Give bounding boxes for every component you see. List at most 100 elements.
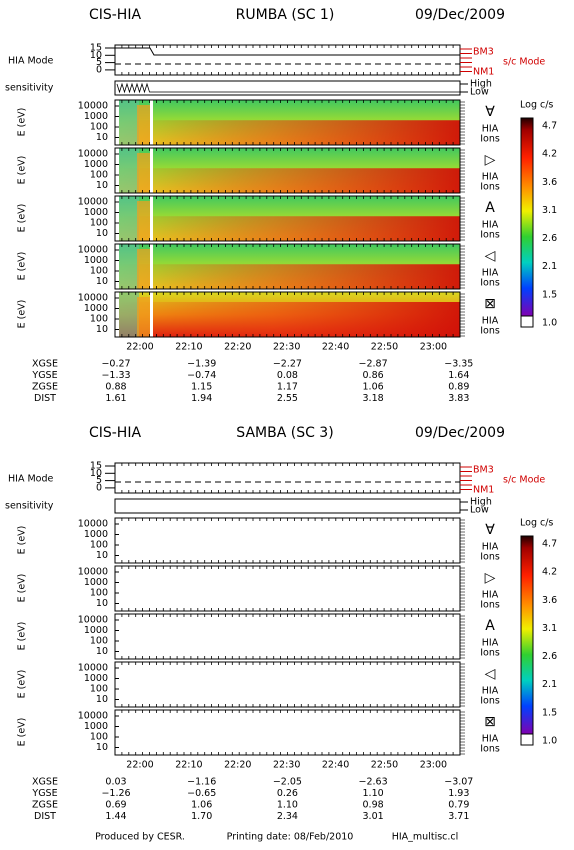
- direction-label: HIA: [482, 686, 499, 697]
- energy-tick: 10: [96, 180, 108, 191]
- orbit-value: −1.33: [101, 370, 130, 381]
- orbit-value: 0.08: [277, 370, 298, 381]
- colorbar-tick: 1.0: [542, 736, 557, 747]
- time-label: 22:00: [126, 342, 153, 353]
- spectrogram-bg: [115, 614, 460, 659]
- orbit-value: −1.16: [187, 777, 216, 788]
- orbit-value: 3.83: [448, 393, 469, 404]
- colorbar-tick: 2.1: [542, 261, 557, 272]
- mode-level: BM3: [473, 465, 494, 476]
- energy-tick: 1000: [84, 111, 108, 122]
- direction-symbol: A: [485, 200, 495, 216]
- time-label: 22:00: [126, 760, 153, 771]
- orbit-value: 1.44: [105, 811, 126, 822]
- mode-label: HIA Mode: [8, 56, 54, 67]
- colorbar-tick: 1.5: [542, 707, 557, 718]
- spectrogram-gap: [150, 196, 153, 241]
- energy-tick: 100: [90, 266, 108, 277]
- energy-tick: 10000: [78, 711, 108, 722]
- sens-level: Low: [470, 505, 489, 516]
- energy-tick: 100: [90, 170, 108, 181]
- direction-label: HIA: [482, 638, 499, 649]
- energy-tick: 10000: [78, 101, 108, 112]
- orbit-value: 1.06: [363, 382, 384, 393]
- energy-axis-label: E (eV): [17, 670, 28, 699]
- orbit-name: XGSE: [32, 359, 58, 370]
- energy-tick: 1000: [84, 721, 108, 732]
- footer-file: HIA_multisc.cl: [392, 832, 459, 843]
- orbit-value: 3.71: [448, 811, 469, 822]
- footer-printing: Printing date: 08/Feb/2010: [227, 832, 354, 843]
- orbit-value: −0.74: [187, 370, 216, 381]
- direction-symbol: ▷: [485, 570, 496, 586]
- direction-label: Ions: [480, 278, 500, 289]
- time-label: 22:30: [273, 760, 300, 771]
- direction-symbol: ∀: [485, 104, 495, 120]
- mode-tick: 0: [96, 482, 102, 493]
- energy-tick: 100: [90, 636, 108, 647]
- energy-tick: 100: [90, 684, 108, 695]
- colorbar-tick: 4.7: [542, 539, 557, 550]
- orbit-value: 0.79: [448, 800, 469, 811]
- colorbar-title: Log c/s: [520, 100, 553, 111]
- orbit-value: 1.61: [105, 393, 126, 404]
- direction-label: HIA: [482, 268, 499, 279]
- energy-tick: 10000: [78, 615, 108, 626]
- orbit-value: 0.69: [105, 800, 126, 811]
- orbit-value: 0.98: [363, 800, 384, 811]
- orbit-name: DIST: [34, 811, 56, 822]
- orbit-value: −2.87: [359, 359, 388, 370]
- spacecraft: RUMBA (SC 1): [236, 7, 335, 23]
- direction-symbol: ⊠: [484, 714, 496, 730]
- orbit-value: 3.18: [363, 393, 384, 404]
- orbit-name: YGSE: [31, 788, 57, 799]
- orbit-value: −3.07: [444, 777, 473, 788]
- orbit-value: 1.15: [191, 382, 212, 393]
- orbit-value: 1.10: [363, 788, 384, 799]
- direction-symbol: ◁: [485, 248, 496, 264]
- direction-label: HIA: [482, 220, 499, 231]
- energy-axis-label: E (eV): [17, 252, 28, 281]
- direction-label: HIA: [482, 316, 499, 327]
- direction-label: Ions: [480, 326, 500, 337]
- energy-tick: 1000: [84, 159, 108, 170]
- time-label: 22:40: [322, 760, 349, 771]
- time-label: 23:00: [420, 342, 447, 353]
- colorbar-min: [520, 315, 534, 328]
- colorbar-tick: 3.1: [542, 623, 557, 634]
- orbit-value: 0.03: [105, 777, 126, 788]
- orbit-value: 0.86: [363, 370, 384, 381]
- mode-tick: 5: [96, 475, 102, 486]
- spectrogram-overlay: [119, 120, 460, 145]
- colorbar: [520, 117, 534, 317]
- spectrogram-gap: [150, 244, 153, 289]
- mode-tick: 0: [96, 64, 102, 75]
- footer-producer: Produced by CESR.: [95, 832, 185, 843]
- direction-label: HIA: [482, 590, 499, 601]
- energy-tick: 100: [90, 732, 108, 743]
- time-label: 22:10: [175, 760, 202, 771]
- spectrogram-early: [137, 201, 150, 241]
- sc-mode: s/c Mode: [503, 475, 545, 486]
- colorbar: [520, 535, 534, 735]
- energy-tick: 10000: [78, 293, 108, 304]
- mode-trace: [115, 47, 460, 56]
- orbit-value: −1.39: [187, 359, 216, 370]
- orbit-value: 2.34: [277, 811, 298, 822]
- energy-tick: 10000: [78, 519, 108, 530]
- spectrogram-overlay: [119, 264, 460, 289]
- energy-tick: 10: [96, 276, 108, 287]
- energy-axis-label: E (eV): [17, 574, 28, 603]
- orbit-value: −1.26: [101, 788, 130, 799]
- energy-tick: 10: [96, 324, 108, 335]
- energy-tick: 1000: [84, 303, 108, 314]
- colorbar-tick: 2.6: [542, 233, 557, 244]
- mode-tick: 15: [90, 43, 102, 54]
- orbit-value: −3.35: [444, 359, 473, 370]
- orbit-value: −0.65: [187, 788, 216, 799]
- sens-level: High: [470, 79, 492, 90]
- sens-level: Low: [470, 87, 489, 98]
- direction-label: HIA: [482, 542, 499, 553]
- energy-tick: 10000: [78, 567, 108, 578]
- orbit-value: 1.93: [448, 788, 469, 799]
